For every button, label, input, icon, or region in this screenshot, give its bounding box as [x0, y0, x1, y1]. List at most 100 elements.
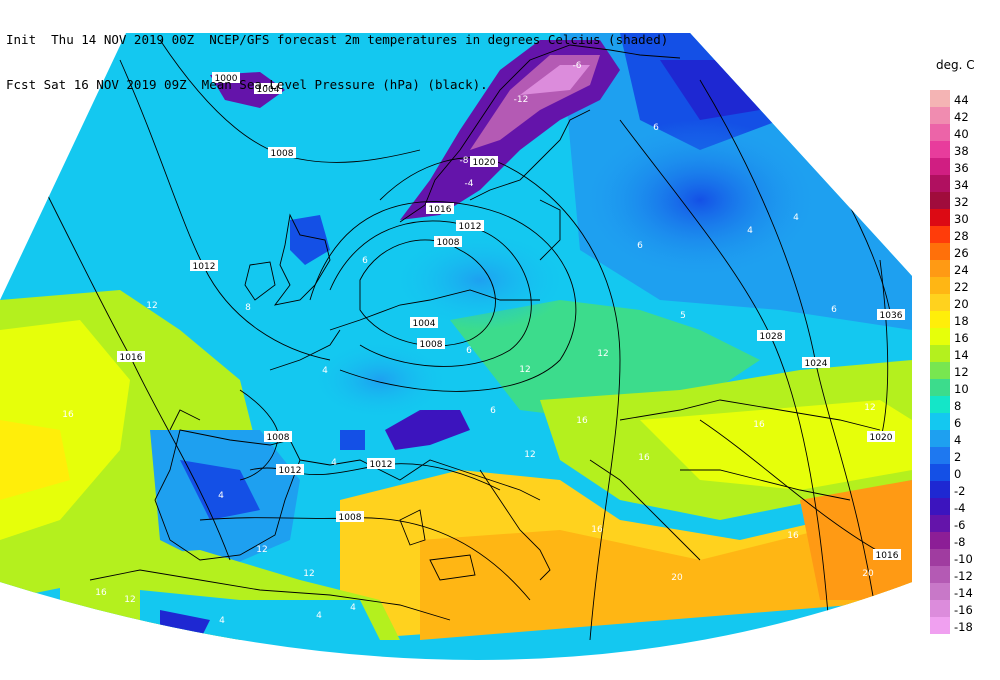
legend-entry: 32: [930, 192, 1000, 209]
legend-entry: 44: [930, 90, 1000, 107]
legend-swatch: [930, 362, 950, 379]
temperature-label: 4: [350, 603, 356, 613]
legend-swatch: [930, 90, 950, 107]
legend-swatch: [930, 413, 950, 430]
legend-swatch: [930, 158, 950, 175]
legend-swatch: [930, 566, 950, 583]
legend-entry: 40: [930, 124, 1000, 141]
temperature-label: -4: [465, 179, 474, 189]
svg-text:1028: 1028: [760, 332, 783, 342]
legend-entry: 16: [930, 328, 1000, 345]
svg-text:1008: 1008: [271, 149, 294, 159]
header-line-1: Init Thu 14 NOV 2019 00Z NCEP/GFS foreca…: [6, 32, 669, 47]
legend-entry: -18: [930, 617, 1000, 634]
isobar-label: 1020: [867, 431, 895, 443]
legend-title: deg. C: [936, 58, 975, 72]
legend-label: 42: [954, 110, 969, 124]
legend-entry: 26: [930, 243, 1000, 260]
legend-entry: 28: [930, 226, 1000, 243]
legend-entry: 30: [930, 209, 1000, 226]
temperature-label: 12: [864, 403, 875, 413]
svg-text:1000: 1000: [215, 74, 238, 84]
svg-text:1008: 1008: [267, 433, 290, 443]
legend-entry: 12: [930, 362, 1000, 379]
legend-label: 6: [954, 416, 962, 430]
legend-label: 44: [954, 93, 969, 107]
temperature-label: -6: [573, 61, 582, 71]
isobar-label: 1020: [470, 156, 498, 168]
legend-swatch: [930, 430, 950, 447]
legend-label: -16: [954, 603, 973, 617]
legend-label: -10: [954, 552, 973, 566]
legend-entry: 0: [930, 464, 1000, 481]
legend-swatch: [930, 226, 950, 243]
svg-text:1012: 1012: [459, 222, 482, 232]
temperature-label: 4: [331, 458, 337, 468]
legend-entry: -8: [930, 532, 1000, 549]
legend-entry: 2: [930, 447, 1000, 464]
temperature-label: 6: [362, 256, 368, 266]
isobar-label: 1000: [212, 72, 240, 84]
isobar-label: 1012: [276, 464, 304, 476]
header-line-2: Fcst Sat 16 NOV 2019 09Z Mean Sea-Level …: [6, 77, 488, 92]
legend-swatch: [930, 311, 950, 328]
legend-swatch: [930, 396, 950, 413]
temperature-label: 4: [219, 616, 225, 626]
svg-text:1008: 1008: [339, 513, 362, 523]
isobar-label: 1008: [264, 431, 292, 443]
temperature-label: 4: [218, 491, 224, 501]
isobar-label: 1016: [873, 549, 901, 561]
isobar-label: 1012: [190, 260, 218, 272]
temperature-label: 20: [671, 573, 683, 583]
isobar-label: 1004: [410, 317, 438, 329]
legend-swatch: [930, 260, 950, 277]
legend-swatch: [930, 124, 950, 141]
legend-entry: 4: [930, 430, 1000, 447]
svg-text:1036: 1036: [880, 311, 903, 321]
legend-label: -12: [954, 569, 973, 583]
legend-label: -6: [954, 518, 966, 532]
svg-text:1020: 1020: [473, 158, 496, 168]
temperature-label: 6: [637, 241, 643, 251]
legend-label: 26: [954, 246, 969, 260]
legend-swatch: [930, 277, 950, 294]
legend-label: 18: [954, 314, 969, 328]
legend-entry: 8: [930, 396, 1000, 413]
temperature-label: 12: [303, 569, 314, 579]
svg-text:1012: 1012: [279, 466, 302, 476]
temperature-label: 12: [256, 545, 267, 555]
legend-swatch: [930, 464, 950, 481]
legend-label: 40: [954, 127, 969, 141]
svg-text:1012: 1012: [370, 460, 393, 470]
legend-swatch: [930, 532, 950, 549]
temperature-label: 12: [597, 349, 608, 359]
temperature-label: 20: [862, 569, 874, 579]
legend-label: 32: [954, 195, 969, 209]
isobar-label: 1004: [254, 83, 282, 95]
legend-swatch: [930, 141, 950, 158]
legend-label: 2: [954, 450, 962, 464]
legend-label: 38: [954, 144, 969, 158]
legend-label: 14: [954, 348, 969, 362]
legend-entry: 34: [930, 175, 1000, 192]
temperature-label: 12: [524, 450, 535, 460]
temperature-label: 4: [747, 226, 753, 236]
legend-label: -18: [954, 620, 973, 634]
legend-swatch: [930, 481, 950, 498]
svg-text:1012: 1012: [193, 262, 216, 272]
legend-swatch: [930, 294, 950, 311]
svg-text:1004: 1004: [257, 85, 280, 95]
legend-label: 24: [954, 263, 969, 277]
legend-entry: -16: [930, 600, 1000, 617]
temperature-label: 6: [490, 406, 496, 416]
legend-entry: -4: [930, 498, 1000, 515]
legend-label: 4: [954, 433, 962, 447]
temperature-label: 4: [322, 366, 328, 376]
isobar-label: 1016: [426, 203, 454, 215]
legend-label: -4: [954, 501, 966, 515]
temperature-label: 16: [62, 410, 74, 420]
legend-label: 12: [954, 365, 969, 379]
legend-entry: 10: [930, 379, 1000, 396]
legend-swatch: [930, 192, 950, 209]
isobar-label: 1012: [367, 458, 395, 470]
